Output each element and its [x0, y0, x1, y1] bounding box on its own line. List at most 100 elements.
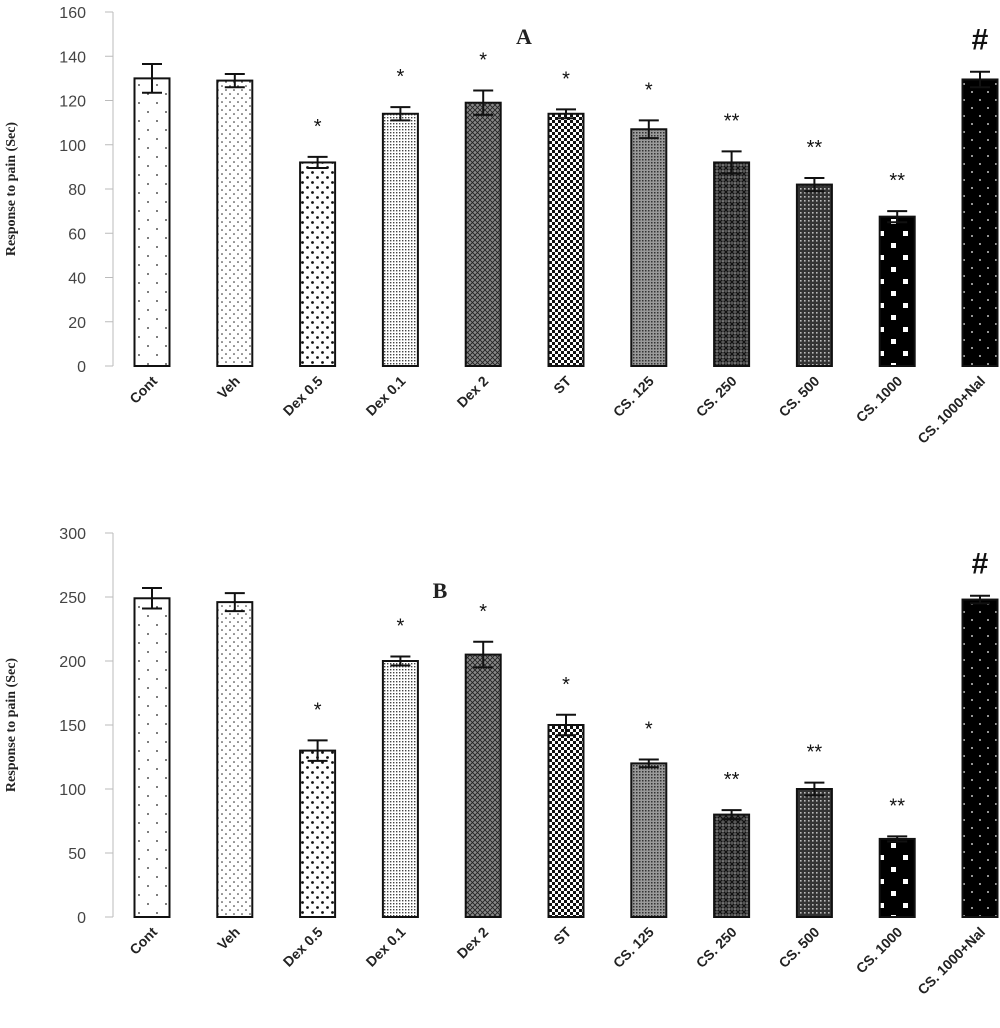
significance-stars: *: [397, 66, 405, 88]
significance-stars: **: [807, 137, 823, 159]
panel-label: A: [516, 24, 532, 49]
bar: [547, 724, 585, 918]
error-bar: [887, 210, 908, 224]
x-tick-label: CS. 125: [610, 373, 657, 420]
x-tick-label: Cont: [126, 924, 160, 958]
error-bar: [224, 72, 245, 89]
error-bar: [142, 62, 162, 94]
error-bar: [804, 176, 825, 193]
error-bar: [638, 119, 659, 140]
error-bar: [721, 809, 742, 821]
y-tick-label: 300: [59, 526, 86, 543]
y-tick-label: 100: [59, 782, 86, 799]
significance-stars: *: [562, 68, 570, 90]
error-bar: [473, 640, 494, 669]
significance-stars: *: [397, 616, 405, 638]
error-bar: [473, 89, 494, 116]
error-bar: [556, 108, 576, 120]
significance-hash: #: [972, 548, 989, 581]
x-tick-label: CS. 1000: [853, 373, 906, 426]
y-tick-label: 160: [59, 5, 86, 22]
significance-stars: *: [645, 79, 653, 101]
significance-stars: *: [645, 719, 653, 741]
significance-stars: **: [889, 170, 905, 192]
bar: [133, 77, 171, 367]
bar: [299, 749, 337, 918]
bar: [216, 601, 254, 918]
bar: [381, 112, 419, 368]
bar: [878, 837, 916, 918]
y-tick-label: 140: [59, 49, 86, 66]
bar: [133, 597, 171, 919]
y-tick-label: 20: [68, 315, 86, 332]
x-tick-label: CS. 125: [610, 924, 657, 971]
y-axis-label: Response to pain (Sec): [4, 658, 19, 793]
x-tick-label: CS. 1000+Nal: [914, 924, 988, 998]
bar: [630, 762, 668, 919]
bar: [713, 161, 751, 367]
bar: [713, 813, 751, 918]
error-bar: [390, 106, 411, 122]
panel-label: B: [433, 578, 448, 603]
y-tick-label: 80: [68, 182, 86, 199]
bar: [630, 128, 668, 367]
x-tick-label: CS. 500: [775, 373, 822, 420]
x-tick-label: CS. 1000: [853, 924, 906, 977]
bar: [216, 79, 254, 368]
significance-stars: *: [479, 50, 487, 72]
x-tick-label: CS. 1000+Nal: [914, 373, 988, 447]
bar: [795, 788, 833, 918]
y-tick-label: 200: [59, 654, 86, 671]
x-tick-label: Veh: [214, 924, 243, 953]
y-tick-label: 120: [59, 94, 86, 111]
significance-stars: **: [807, 742, 823, 764]
y-tick-label: 100: [59, 138, 86, 155]
x-tick-label: Dex 0.1: [363, 924, 409, 970]
error-bar: [556, 713, 576, 737]
x-tick-label: ST: [550, 923, 574, 947]
y-tick-label: 60: [68, 226, 86, 243]
error-bar: [970, 594, 990, 605]
x-tick-label: CS. 500: [775, 924, 822, 971]
significance-stars: **: [889, 795, 905, 817]
chart-panel-b: 0 50 100 150 200 250 300 Response to pain (Sec)…: [4, 526, 999, 998]
y-tick-label: 50: [68, 846, 86, 863]
x-tick-label: Dex 0.5: [280, 373, 326, 419]
error-bar: [804, 781, 825, 797]
significance-stars: *: [479, 601, 487, 623]
significance-stars: **: [724, 769, 740, 791]
bar: [961, 598, 999, 918]
significance-stars: *: [314, 699, 322, 721]
x-tick-label: Dex 2: [454, 924, 492, 962]
y-tick-label: 0: [77, 359, 86, 376]
bar: [795, 183, 833, 367]
y-tick-label: 250: [59, 590, 86, 607]
significance-stars: **: [724, 110, 740, 132]
significance-hash: #: [972, 24, 989, 57]
error-bar: [390, 655, 411, 667]
error-bar: [970, 70, 990, 89]
y-tick-label: 150: [59, 718, 86, 735]
bar: [464, 101, 502, 368]
error-bar: [638, 758, 659, 769]
x-tick-label: Dex 0.1: [363, 373, 409, 419]
error-bar: [887, 835, 908, 843]
x-tick-label: Dex 2: [454, 373, 492, 411]
x-tick-label: Dex 0.5: [280, 924, 326, 970]
bar: [547, 112, 585, 368]
error-bar: [142, 587, 162, 610]
bar: [961, 78, 999, 367]
error-bar: [721, 150, 742, 175]
x-tick-label: Veh: [214, 373, 243, 402]
x-tick-label: ST: [550, 372, 574, 396]
y-tick-label: 40: [68, 271, 86, 288]
significance-stars: *: [314, 116, 322, 138]
error-bar: [224, 592, 245, 613]
significance-stars: *: [562, 674, 570, 696]
error-bar: [307, 739, 328, 762]
x-tick-label: Cont: [126, 373, 160, 407]
x-tick-label: CS. 250: [693, 924, 740, 971]
error-bar: [307, 155, 328, 169]
bar: [381, 660, 419, 918]
